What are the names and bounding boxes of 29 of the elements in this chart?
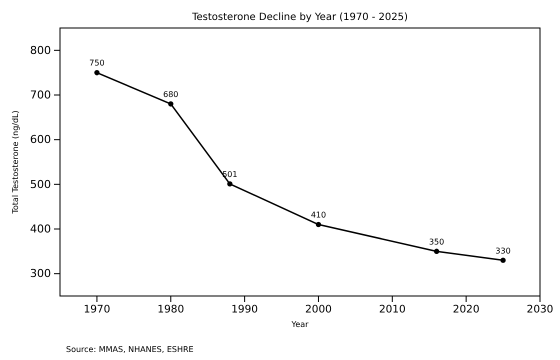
y-tick-label: 700 [30,88,51,102]
data-label: 330 [495,246,511,256]
x-tick-label: 1970 [84,303,110,316]
data-label: 501 [222,170,238,179]
point [434,248,440,254]
data-label: 750 [89,58,105,68]
x-tick-label: 2020 [452,303,480,316]
chart-title: Testosterone Decline by Year (1970 - 2025) [191,12,408,23]
point [227,181,232,187]
data-label: 410 [310,210,326,220]
x-tick-label: 1980 [157,303,184,316]
data-label: 680 [163,90,178,99]
x-tick-label: 2000 [305,303,332,316]
point [94,70,100,76]
y-tick-label: 800 [30,44,51,57]
y-tick-label: 600 [30,133,51,146]
point [168,101,174,107]
y-tick-label: 500 [30,178,51,191]
x-tick-label: 2010 [378,303,406,316]
y-axis-title: Total Testosterone (ng/dL) [11,110,20,215]
x-tick-label: 1990 [231,303,258,316]
source-note: Source: MMAS, NHANES, ESHRE [66,345,194,354]
data-label: 350 [428,237,444,246]
x-tick-label: 2030 [526,303,554,316]
x-axis-title: Year [290,320,310,329]
y-tick-label: 300 [30,267,51,280]
point [316,222,322,228]
point [500,258,506,263]
y-tick-label: 400 [30,222,51,236]
